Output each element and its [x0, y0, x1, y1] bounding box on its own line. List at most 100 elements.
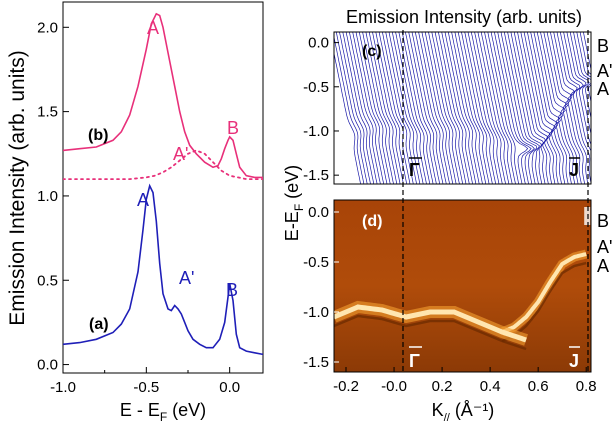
panel-c-spectrum-line: [536, 32, 569, 184]
panel-c-spectrum-line: [497, 32, 535, 184]
edc-a-peak-a-label: A: [137, 190, 149, 210]
edc-x-ticks: -1.0 -0.5 0.0: [50, 367, 240, 396]
panel-c-spectrum-line: [372, 32, 404, 184]
panel-c-gamma-label: Γ: [409, 160, 420, 180]
edc-x-tick-label: -0.5: [133, 379, 159, 396]
panel-c-spectrum-line: [500, 32, 537, 184]
panel-c-spectrum-line: [480, 32, 513, 184]
panel-c-spectrum-line: [349, 32, 381, 184]
panel-y-tick-label: -1.0: [303, 304, 329, 321]
panel-c-spectrum-line: [553, 32, 586, 184]
panel-d-right-label-a: A: [597, 256, 609, 276]
panel-c-waterfall-lines: [334, 32, 591, 184]
dispersion-x-tick-label: -0.0: [381, 378, 407, 395]
edc-y-tick-label: 1.0: [37, 188, 58, 205]
dispersion-chart: Emission Intensity (arb. units) (c) Γ J …: [282, 7, 612, 424]
panel-c-spectrum-line: [566, 32, 591, 146]
edc-a-peak-ap-label: A': [179, 268, 194, 288]
dispersion-y-axis-label: E-EF (eV): [282, 165, 306, 241]
panel-y-tick-label: 0.0: [308, 35, 329, 52]
panel-c-spectrum-line: [467, 32, 500, 184]
panel-c-right-label-ap: A': [597, 61, 612, 81]
panel-c-frame: [333, 31, 592, 185]
dispersion-x-tick-label: 0.8: [576, 378, 597, 395]
panel-c-spectrum-line: [520, 32, 553, 184]
panel-d-bands: [334, 207, 591, 351]
dispersion-x-tick-label: 0.6: [528, 378, 549, 395]
panel-c-spectrum-line: [414, 32, 447, 184]
panel-c-spectrum-line: [365, 32, 398, 184]
panel-c-spectrum-line: [334, 35, 365, 184]
panel-c-spectrum-line: [339, 32, 371, 184]
dispersion-x-ticks: -0.2 -0.0 0.2 0.4 0.6 0.8: [333, 367, 597, 395]
edc-x-tick-label: -1.0: [50, 379, 76, 396]
panel-c-spectrum-line: [362, 32, 394, 184]
panel-d-band-a: [501, 252, 587, 334]
panel-d-gamma-label: Γ: [409, 351, 420, 371]
edc-y-tick-label: 0.0: [37, 357, 58, 374]
panel-c-spectrum-line: [559, 32, 591, 184]
edc-x-axis-label: E - EF (eV): [120, 400, 206, 424]
panel-y-tick-label: -0.5: [303, 254, 329, 271]
panel-c-spectrum-line: [434, 32, 467, 184]
panel-c-spectrum-line: [342, 32, 375, 184]
panel-c-spectrum-line: [444, 32, 477, 184]
edc-b-panel-label: (b): [88, 127, 108, 144]
panel-c-spectrum-line: [457, 32, 490, 184]
panel-d-label: (d): [362, 213, 382, 230]
edc-b-peak-a-label: A: [147, 18, 159, 38]
panel-c-y-ticks: 0.0 -0.5 -1.0 -1.5: [303, 35, 339, 184]
edc-y-ticks: 0.0 0.5 1.0 1.5 2.0: [37, 19, 69, 374]
panel-c-spectrum-line: [438, 32, 470, 184]
panel-y-tick-label: -1.5: [303, 167, 329, 184]
panel-c-spectrum-line: [513, 32, 547, 184]
panel-d-right-label-ap: A': [597, 237, 612, 257]
edc-series-line-b-dotted: [63, 149, 263, 181]
panel-c-spectrum-line: [352, 32, 385, 184]
edc-x-tick-label: 0.0: [219, 379, 240, 396]
panel-c-spectrum-line: [533, 32, 566, 184]
panel-c-spectrum-line: [461, 32, 493, 184]
dispersion-x-tick-label: 0.2: [432, 378, 453, 395]
edc-series-line-b-solid: [63, 12, 263, 179]
panel-c: (c) Γ J 0.0 -0.5 -1.0 -1.5: [303, 31, 592, 185]
panel-c-spectrum-line: [418, 32, 450, 184]
panel-c-spectrum-line: [494, 32, 532, 184]
panel-d-y-ticks: 0.0 -0.5 -1.0 -1.5: [303, 204, 339, 371]
panel-c-spectrum-line: [569, 32, 591, 136]
panel-c-spectrum-line: [411, 32, 444, 184]
panel-d-right-label-b: B: [597, 211, 609, 231]
panel-c-right-labels: B A' A: [597, 36, 612, 99]
edc-y-tick-label: 1.5: [37, 104, 58, 121]
dispersion-title: Emission Intensity (arb. units): [346, 7, 582, 27]
panel-c-background: [334, 32, 591, 184]
panel-c-spectrum-line: [421, 32, 454, 184]
panel-y-tick-label: 0.0: [308, 204, 329, 221]
panel-c-spectrum-line: [428, 32, 460, 184]
panel-c-right-label-a: A: [597, 79, 609, 99]
panel-y-tick-label: -1.5: [303, 354, 329, 371]
panel-c-spectrum-line: [408, 32, 441, 184]
dispersion-x-tick-label: 0.4: [480, 378, 501, 395]
panel-c-spectrum-line: [454, 32, 487, 184]
panel-c-label: (c): [362, 43, 382, 60]
panel-y-tick-label: -1.0: [303, 123, 329, 140]
panel-c-spectrum-line: [576, 32, 591, 104]
panel-c-spectrum-line: [451, 32, 483, 184]
panel-d: (d) Γ J 0.0 -0.5 -1.0 -1.5: [303, 199, 592, 373]
panel-c-spectrum-line: [556, 32, 589, 184]
edc-y-axis-label: Emission Intensity (arb. units): [6, 50, 29, 325]
panel-c-spectrum-line: [464, 32, 497, 184]
panel-c-spectrum-line: [405, 32, 437, 184]
panel-d-frame: [333, 199, 592, 373]
panel-c-right-label-b: B: [597, 36, 609, 56]
panel-d-b-state: [584, 207, 591, 225]
panel-c-spectrum-line: [579, 32, 591, 75]
edc-series: [63, 12, 263, 356]
panel-c-spectrum-line: [477, 32, 510, 184]
panel-c-spectrum-line: [517, 32, 549, 184]
dispersion-x-axis-label: K// (Å⁻¹): [432, 400, 495, 424]
panel-c-spectrum-line: [398, 32, 431, 184]
panel-c-spectrum-line: [401, 32, 434, 184]
